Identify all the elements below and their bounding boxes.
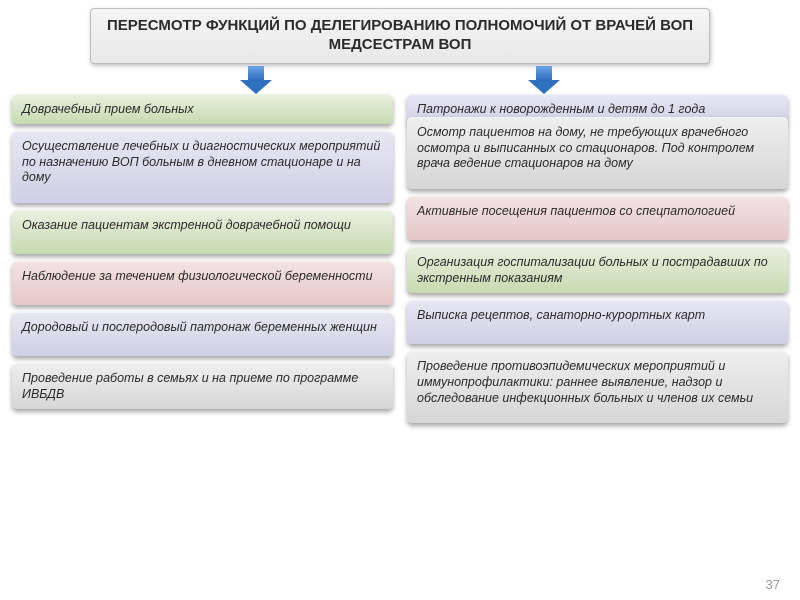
info-card: Доврачебный прием больных	[12, 94, 393, 125]
page-number: 37	[766, 577, 780, 592]
card-text: Осуществление лечебных и диагностических…	[22, 139, 380, 184]
card-text: Наблюдение за течением физиологической б…	[22, 269, 373, 283]
info-card: Проведение работы в семьях и на приеме п…	[12, 363, 393, 409]
info-card: Проведение противоэпидемических мероприя…	[407, 351, 788, 423]
card-text: Проведение противоэпидемических мероприя…	[417, 359, 753, 404]
left-column: Доврачебный прием больных Осуществление л…	[12, 94, 393, 424]
info-card: Дородовый и послеродовый патронаж береме…	[12, 312, 393, 356]
info-card: Выписка рецептов, санаторно-курортных ка…	[407, 300, 788, 344]
info-card: Активные посещения пациентов со спецпато…	[407, 196, 788, 240]
card-text: Проведение работы в семьях и на приеме п…	[22, 371, 358, 401]
card-text: Выписка рецептов, санаторно-курортных ка…	[417, 308, 705, 322]
info-card: Оказание пациентам экстренной доврачебно…	[12, 210, 393, 254]
info-card: Наблюдение за течением физиологической б…	[12, 261, 393, 305]
header-box: ПЕРЕСМОТР ФУНКЦИЙ ПО ДЕЛЕГИРОВАНИЮ ПОЛНО…	[90, 8, 710, 64]
page-title: ПЕРЕСМОТР ФУНКЦИЙ ПО ДЕЛЕГИРОВАНИЮ ПОЛНО…	[105, 17, 695, 55]
info-card: Организация госпитализации больных и пос…	[407, 247, 788, 293]
card-text: Доврачебный прием больных	[22, 102, 194, 116]
card-text: Оказание пациентам экстренной доврачебно…	[22, 218, 351, 232]
info-card: Осуществление лечебных и диагностических…	[12, 131, 393, 203]
card-text: Патронажи к новорожденным и детям до 1 г…	[417, 102, 705, 116]
columns: Доврачебный прием больных Осуществление л…	[12, 94, 788, 424]
card-text: Дородовый и послеродовый патронаж береме…	[22, 320, 377, 334]
card-text: Осмотр пациентов на дому, не требующих в…	[417, 125, 754, 170]
card-text: Организация госпитализации больных и пос…	[417, 255, 768, 285]
right-column: Патронажи к новорожденным и детям до 1 г…	[407, 94, 788, 424]
info-card: Осмотр пациентов на дому, не требующих в…	[407, 117, 788, 189]
card-text: Активные посещения пациентов со спецпато…	[417, 204, 735, 218]
